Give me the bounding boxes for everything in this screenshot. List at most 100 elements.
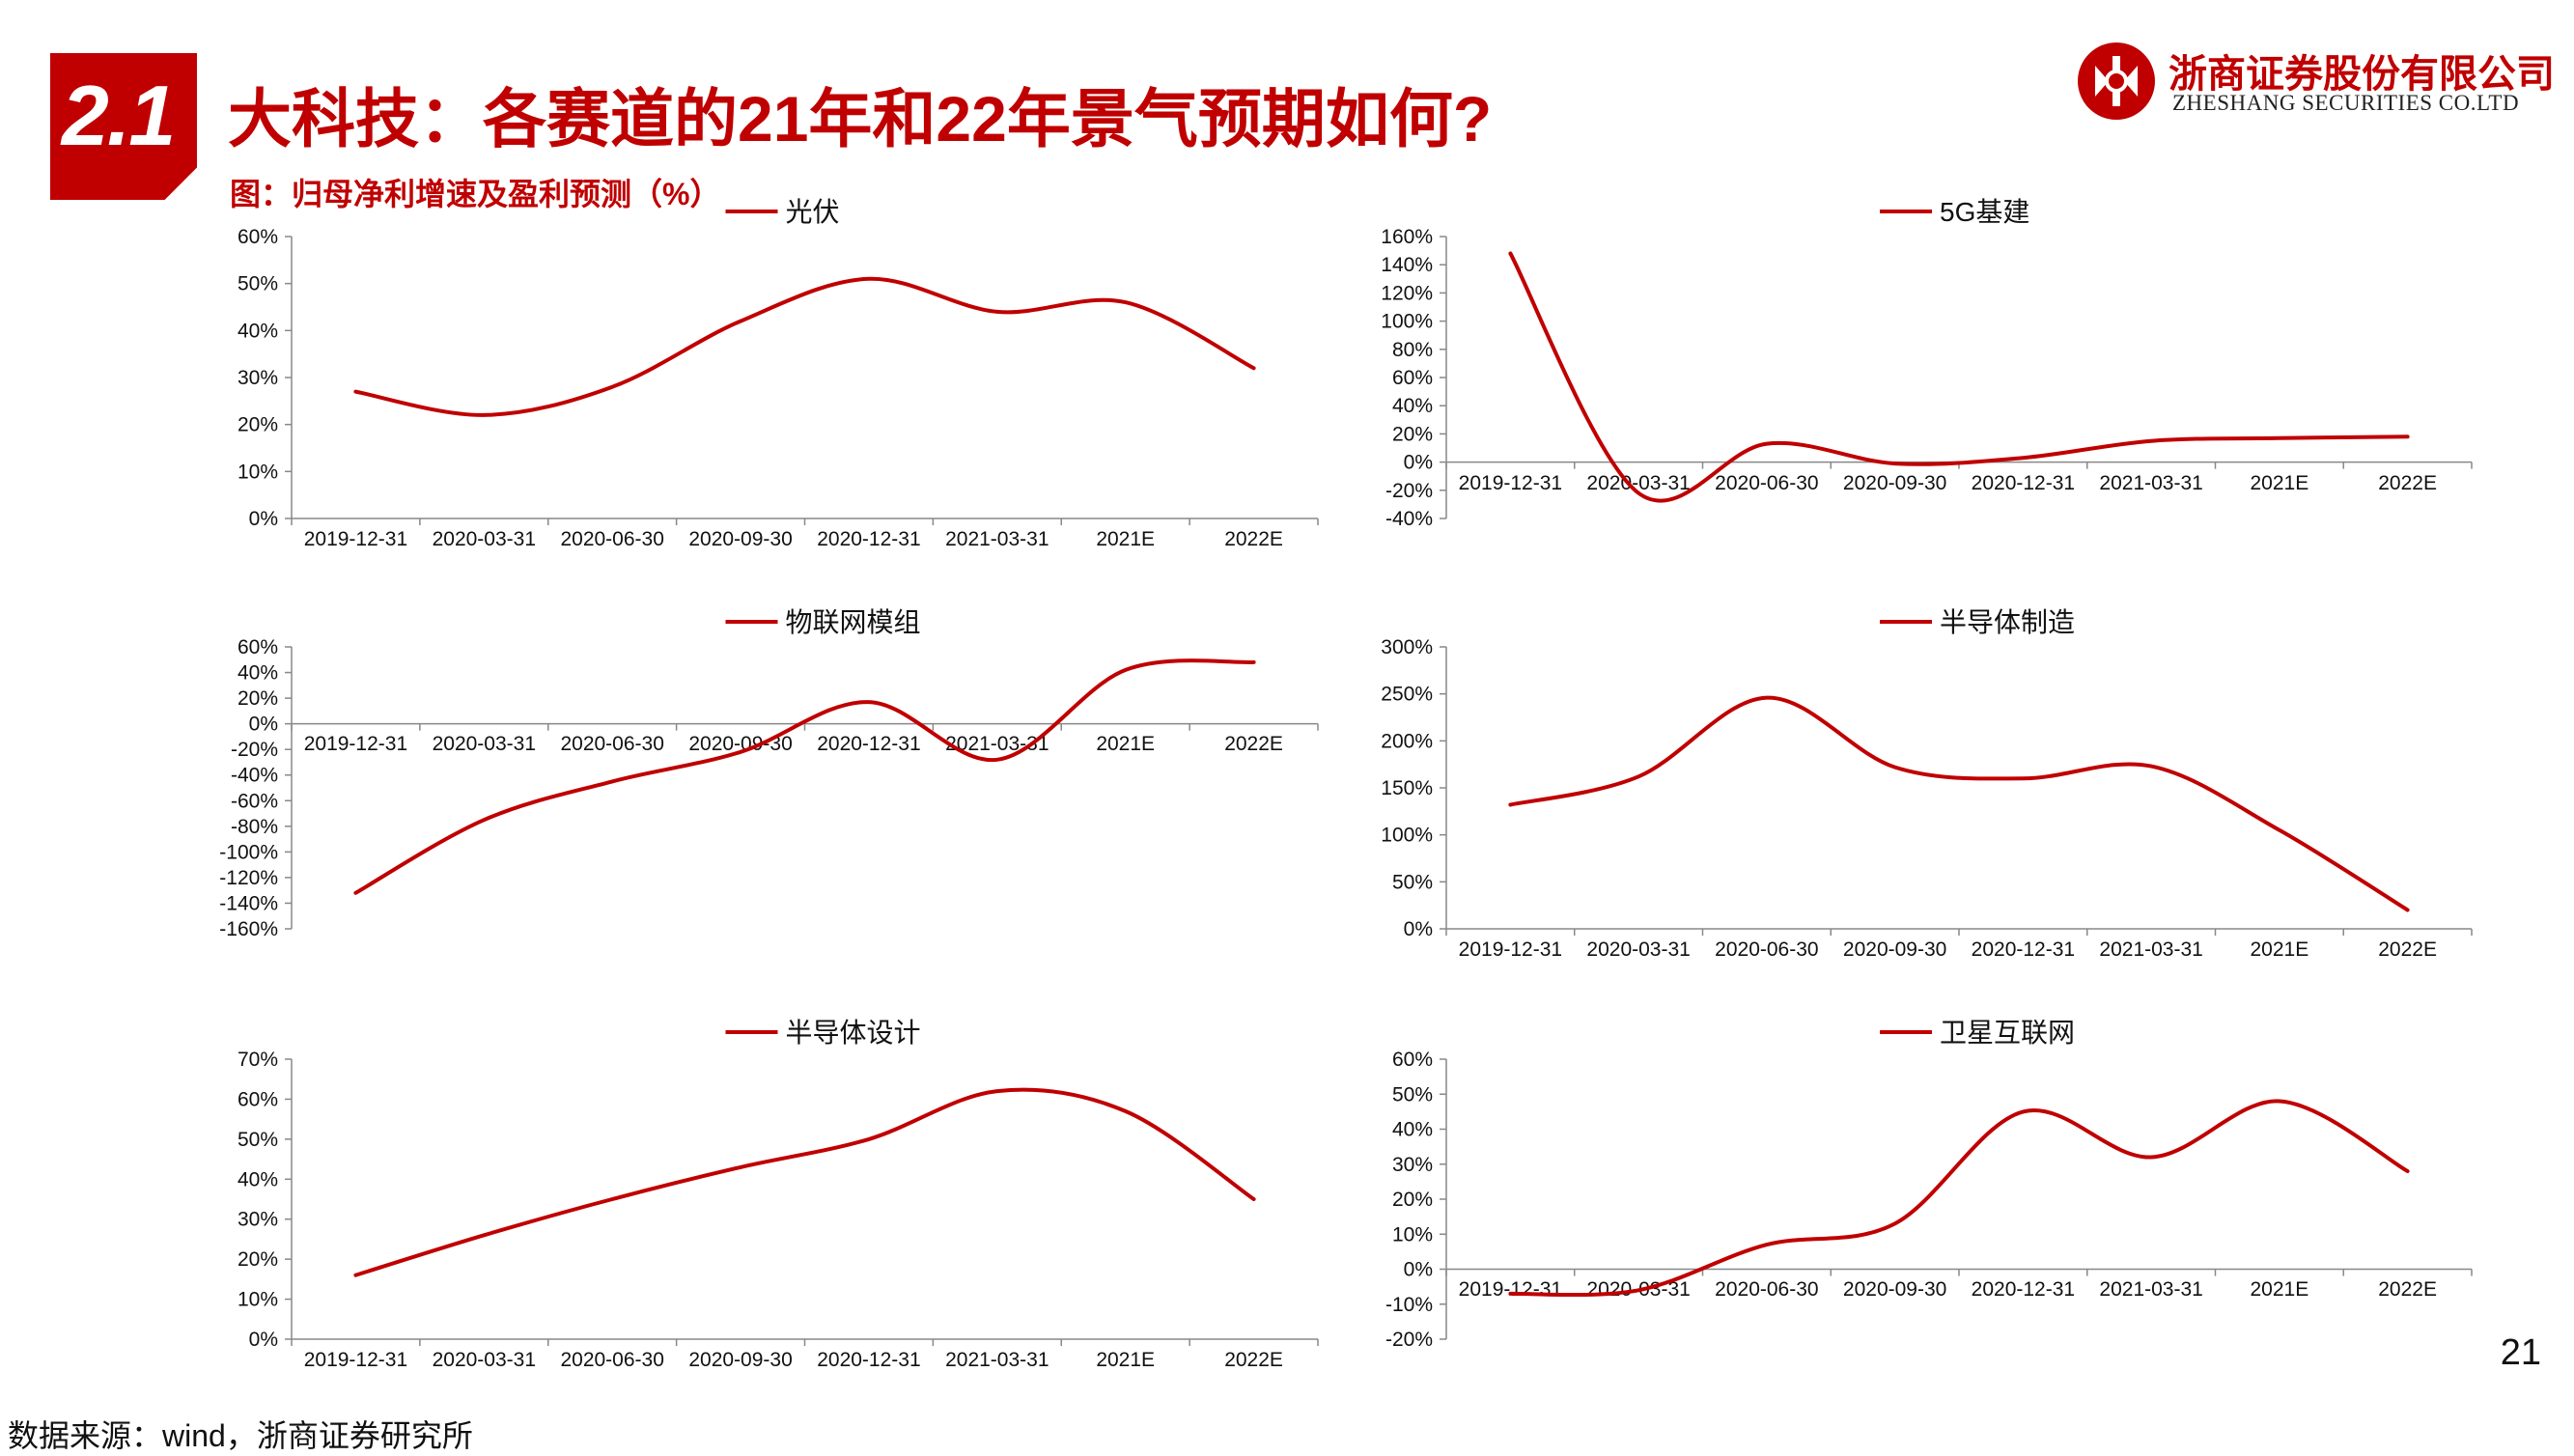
x-tick-label: 2019-12-31 (304, 1349, 407, 1371)
y-tick-label: 80% (1392, 339, 1433, 361)
y-tick-label: 160% (1381, 226, 1433, 248)
y-tick-label: 0% (1404, 1259, 1433, 1281)
y-tick-label: -120% (219, 867, 278, 889)
x-tick-label: 2019-12-31 (1459, 472, 1562, 494)
legend-label: 5G基建 (1940, 197, 2029, 227)
x-tick-label: 2020-03-31 (1586, 472, 1690, 494)
y-tick-label: 60% (238, 226, 278, 248)
y-tick-label: -140% (219, 892, 278, 914)
y-tick-label: 50% (1392, 1083, 1433, 1106)
legend: 物联网模组 (725, 607, 921, 637)
series-line (353, 658, 1256, 895)
y-tick-label: 250% (1381, 684, 1433, 706)
y-tick-label: -60% (231, 790, 278, 812)
x-tick-label: 2020-03-31 (433, 528, 536, 550)
y-tick-label: 20% (238, 687, 278, 710)
y-tick-label: -40% (231, 765, 278, 787)
x-tick-label: 2020-06-30 (560, 733, 663, 755)
y-tick-label: 20% (1392, 1189, 1433, 1211)
y-tick-label: 30% (238, 1209, 278, 1231)
legend: 半导体制造 (1880, 607, 2075, 637)
x-tick-label: 2020-03-31 (433, 733, 536, 755)
x-tick-label: 2020-12-31 (1972, 1278, 2075, 1301)
company-logo: 浙商证券股份有限公司 ZHESHANG SECURITIES CO.LTD (2076, 39, 2555, 126)
y-tick-label: 10% (238, 1289, 278, 1311)
y-tick-label: 50% (1392, 871, 1433, 893)
chart-5g: 5G基建 -40% -20% 0% 20% 40% 60% 80% 100% 120% 140% 16… (1381, 197, 2473, 530)
x-tick-label: 2020-06-30 (1715, 472, 1818, 494)
chart-semi-mfg: 半导体制造 0% 50% 100% 150% 200% 250% 300% 2019-12-31… (1381, 607, 2473, 961)
company-name-cn: 浙商证券股份有限公司 (2168, 51, 2555, 97)
x-tick-label: 2022E (1224, 733, 1283, 755)
zheshang-logo-icon (2078, 42, 2155, 120)
x-tick-label: 2020-09-30 (688, 733, 792, 755)
x-tick-label: 2020-03-31 (1586, 938, 1690, 961)
x-tick-label: 2020-09-30 (688, 1349, 792, 1371)
x-tick-label: 2022E (2378, 938, 2437, 961)
y-tick-label: 0% (249, 714, 278, 736)
legend: 5G基建 (1880, 197, 2029, 227)
legend: 卫星互联网 (1880, 1018, 2075, 1048)
y-tick-label: 40% (1392, 1119, 1433, 1141)
x-tick-label: 2021E (1096, 733, 1155, 755)
y-tick-label: 60% (1392, 1049, 1433, 1071)
y-tick-label: -20% (1385, 1329, 1433, 1351)
x-tick-label: 2020-12-31 (817, 1349, 920, 1371)
y-tick-label: 20% (238, 1248, 278, 1271)
y-tick-label: 40% (238, 1168, 278, 1190)
y-tick-label: 150% (1381, 777, 1433, 799)
series-line (1508, 695, 2410, 912)
x-tick-label: 2020-06-30 (560, 528, 663, 550)
x-tick-label: 2021-03-31 (2099, 1278, 2202, 1301)
y-tick-label: 10% (1392, 1223, 1433, 1246)
chart-satellite: 卫星互联网 -20% -10% 0% 10% 20% 30% 40% 50% 60% 2019-12… (1385, 1018, 2473, 1351)
legend-label: 卫星互联网 (1940, 1018, 2075, 1048)
series-line (1508, 251, 2410, 503)
x-tick-label: 2020-12-31 (817, 528, 920, 550)
y-tick-label: 100% (1381, 311, 1433, 333)
x-tick-label: 2022E (2378, 1278, 2437, 1301)
x-tick-label: 2019-12-31 (1459, 938, 1562, 961)
y-tick-label: 0% (1404, 452, 1433, 474)
y-tick-label: 20% (238, 414, 278, 436)
y-tick-label: 30% (238, 367, 278, 389)
series-line (353, 276, 1256, 417)
x-tick-label: 2020-06-30 (1715, 938, 1818, 961)
x-tick-label: 2021-03-31 (945, 1349, 1049, 1371)
y-tick-label: 0% (1404, 918, 1433, 940)
y-tick-label: 60% (238, 1088, 278, 1110)
y-tick-label: 40% (238, 320, 278, 342)
y-tick-label: 100% (1381, 825, 1433, 847)
legend-label: 物联网模组 (786, 607, 921, 637)
x-tick-label: 2020-12-31 (1972, 472, 2075, 494)
y-tick-label: 50% (238, 273, 278, 295)
x-tick-label: 2021-03-31 (2099, 938, 2202, 961)
series-line (1508, 1099, 2410, 1298)
x-tick-label: 2022E (2378, 472, 2437, 494)
x-tick-label: 2021E (2251, 1278, 2309, 1301)
y-tick-label: -80% (231, 816, 278, 838)
x-tick-label: 2019-12-31 (304, 528, 407, 550)
y-tick-label: 120% (1381, 282, 1433, 304)
x-tick-label: 2020-06-30 (1715, 1278, 1818, 1301)
company-name-en: ZHESHANG SECURITIES CO.LTD (2172, 91, 2520, 115)
y-tick-label: 60% (1392, 367, 1433, 389)
y-tick-label: 0% (249, 508, 278, 530)
y-tick-label: -10% (1385, 1294, 1433, 1316)
x-tick-label: 2020-09-30 (688, 528, 792, 550)
legend: 半导体设计 (725, 1018, 921, 1048)
y-tick-label: 10% (238, 461, 278, 483)
x-tick-label: 2021E (2251, 938, 2309, 961)
y-tick-label: -20% (1385, 480, 1433, 502)
x-tick-label: 2020-06-30 (560, 1349, 663, 1371)
y-tick-label: 140% (1381, 254, 1433, 276)
x-tick-label: 2021E (2251, 472, 2309, 494)
data-source-note: 数据来源：wind，浙商证券研究所 (8, 1418, 473, 1453)
chart-semi-design: 半导体设计 0% 10% 20% 30% 40% 50% 60% 70% 2019-12-31 20… (238, 1018, 1319, 1371)
figure-caption: 图：归母净利增速及盈利预测（%） (230, 177, 721, 211)
chart-iot: 物联网模组 -160% -140% -120% -100% -80% -60% -40% -20… (219, 607, 1319, 940)
y-tick-label: -40% (1385, 508, 1433, 530)
y-tick-label: 0% (249, 1329, 278, 1351)
x-tick-label: 2020-12-31 (1972, 938, 2075, 961)
y-tick-label: -20% (231, 739, 278, 761)
